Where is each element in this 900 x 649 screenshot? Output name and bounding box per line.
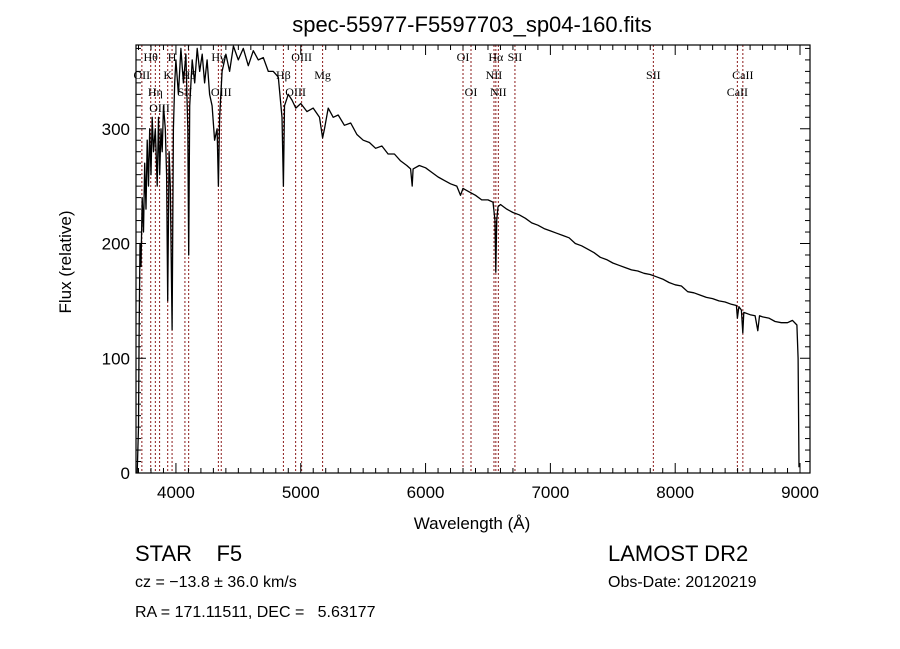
line-marker-label: OI bbox=[465, 85, 478, 99]
line-marker-label: OIII bbox=[149, 101, 170, 115]
plot-area bbox=[136, 45, 800, 474]
line-marker-label: K bbox=[163, 68, 172, 82]
line-marker-label: Hα bbox=[488, 50, 504, 64]
line-marker-label: OIII bbox=[285, 85, 306, 99]
plot-frame bbox=[135, 44, 811, 474]
y-tick-label: 0 bbox=[121, 464, 130, 483]
line-marker-label: Hγ bbox=[211, 50, 226, 64]
x-tick-label: 8000 bbox=[656, 483, 694, 502]
x-tick-label: 6000 bbox=[407, 483, 445, 502]
spectrum-line bbox=[136, 45, 800, 474]
x-tick-label: 4000 bbox=[157, 483, 195, 502]
x-tick-label: 9000 bbox=[781, 483, 819, 502]
redshift-text: cz = −13.8 ± 36.0 km/s bbox=[135, 574, 297, 591]
y-tick-label: 100 bbox=[102, 349, 130, 368]
chart-title: spec-55977-F5597703_sp04-160.fits bbox=[292, 12, 652, 37]
line-marker-label: SII bbox=[646, 68, 661, 82]
obs-date: Obs-Date: 20120219 bbox=[608, 574, 757, 591]
line-marker-label: Mg bbox=[314, 68, 331, 82]
y-tick-label: 200 bbox=[102, 235, 130, 254]
line-markers: OIIHθHηOIIIKHSIIHδHγOIIIHβOIIIOIIIMgOIOI… bbox=[134, 45, 754, 473]
coordinates: RA = 171.11511, DEC = 5.63177 bbox=[135, 604, 376, 621]
line-marker-label: CaII bbox=[732, 68, 753, 82]
object-class: STAR F5 bbox=[135, 541, 243, 566]
axes: 4000 5000 6000 7000 8000 9000 0 100 200 300 bbox=[102, 44, 819, 502]
line-marker-label: Hθ bbox=[144, 50, 159, 64]
line-marker-label: CaII bbox=[727, 85, 748, 99]
line-marker-label: NII bbox=[486, 68, 503, 82]
y-axis-label: Flux (relative) bbox=[56, 211, 75, 314]
line-marker-label: Hη bbox=[148, 85, 163, 99]
line-marker-label: OIII bbox=[291, 50, 312, 64]
line-marker-label: OI bbox=[457, 50, 470, 64]
survey-label: LAMOST DR2 bbox=[608, 541, 749, 566]
line-marker-label: Hβ bbox=[276, 68, 291, 82]
line-marker-label: SII bbox=[178, 85, 193, 99]
x-tick-label: 7000 bbox=[531, 483, 569, 502]
y-tick-label: 300 bbox=[102, 120, 130, 139]
x-tick-label: 5000 bbox=[282, 483, 320, 502]
line-marker-label: SII bbox=[508, 50, 523, 64]
x-axis-label: Wavelength (Å) bbox=[414, 514, 531, 533]
line-marker-label: H bbox=[168, 50, 177, 64]
line-marker-label: Hδ bbox=[182, 68, 197, 82]
line-marker-label: NII bbox=[490, 85, 507, 99]
